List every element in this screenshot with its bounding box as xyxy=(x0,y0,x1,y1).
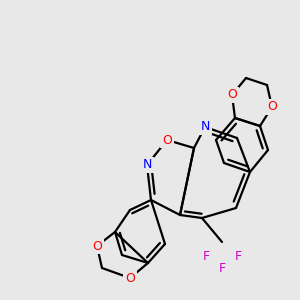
Text: F: F xyxy=(234,250,242,262)
Text: F: F xyxy=(202,250,210,262)
Text: O: O xyxy=(125,272,135,284)
Text: N: N xyxy=(142,158,152,172)
Text: N: N xyxy=(200,121,210,134)
Text: O: O xyxy=(92,239,102,253)
Text: F: F xyxy=(218,262,226,275)
Text: O: O xyxy=(267,100,277,113)
Text: O: O xyxy=(227,88,237,101)
Text: O: O xyxy=(162,134,172,146)
